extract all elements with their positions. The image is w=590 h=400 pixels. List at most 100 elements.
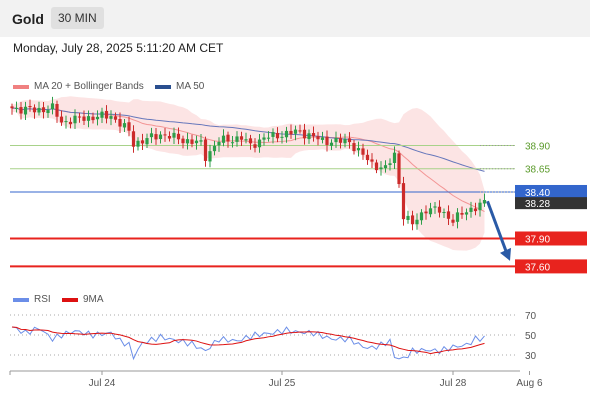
instrument-title: Gold: [12, 11, 44, 27]
candle-body: [140, 140, 145, 144]
candle-body: [46, 110, 50, 114]
candle-body: [289, 130, 293, 135]
candle-body: [181, 138, 185, 144]
candle-body: [433, 206, 437, 208]
candle-body: [437, 206, 442, 213]
candle-body: [199, 140, 203, 142]
candle-body: [473, 208, 478, 212]
level-tag-37-60: [515, 259, 587, 274]
last-price-tag: [515, 197, 587, 210]
candle-body: [356, 148, 361, 151]
ma50-legend-label: MA 50: [176, 81, 205, 92]
candle-body: [208, 151, 212, 162]
candle-body: [185, 139, 190, 144]
level-label-38-90: 38.90: [525, 141, 550, 152]
last-price-label: 38.28: [525, 199, 550, 210]
candle-body: [464, 212, 469, 215]
rsi-tick-label: 70: [525, 311, 537, 322]
ma20-swatch: [13, 84, 29, 89]
candle-body: [122, 123, 127, 128]
candle-body: [383, 165, 388, 169]
candle-body: [59, 116, 64, 123]
candle-body: [194, 140, 199, 144]
candle-body: [307, 133, 311, 140]
candle-body: [455, 212, 460, 222]
x-tick-label: Jul 28: [440, 378, 467, 389]
candle-body: [14, 107, 19, 109]
candle-body: [298, 130, 302, 132]
level-tag-37-90: [515, 231, 587, 246]
candle-body: [311, 133, 316, 137]
candle-body: [316, 136, 320, 140]
candle-body: [149, 133, 154, 138]
candle-body: [109, 116, 113, 119]
candle-body: [442, 212, 446, 214]
x-tick-label: Jul 24: [89, 378, 116, 389]
candle-body: [190, 139, 194, 144]
candle-body: [419, 212, 424, 221]
datetime-label: Monday, July 28, 2025 5:11:20 AM CET: [13, 41, 224, 55]
candle-body: [104, 110, 109, 119]
candle-body: [64, 121, 68, 123]
candle-body: [379, 167, 383, 170]
rsi-tick-label: 30: [525, 351, 537, 362]
candle-body: [410, 215, 415, 225]
bollinger-band: [12, 96, 485, 251]
candle-body: [334, 138, 338, 143]
candle-body: [325, 136, 329, 145]
candle-body: [131, 131, 136, 147]
candle-body: [113, 116, 118, 120]
candle-body: [82, 116, 86, 121]
header-bar: Gold 30 MIN: [0, 0, 590, 37]
x-tick-label: Jul 25: [269, 378, 296, 389]
candle-body: [392, 152, 397, 163]
candle-body: [10, 106, 14, 109]
candle-body: [50, 103, 55, 110]
candle-body: [91, 116, 95, 121]
rsi-line: [11, 326, 485, 361]
candle-body: [217, 141, 221, 146]
level-label-38-65: 38.65: [525, 165, 550, 176]
candle-body: [293, 129, 298, 134]
candle-body: [86, 116, 91, 121]
candle-body: [329, 142, 334, 146]
rsi-swatch: [13, 297, 29, 302]
level-tag-38-40: [515, 184, 587, 199]
level-label-37-60: 37.60: [525, 262, 550, 273]
candle-body: [28, 106, 32, 108]
candle-body: [41, 107, 46, 113]
candle-body: [158, 134, 163, 140]
forecast-arrow-shaft: [486, 200, 509, 255]
candle-body: [167, 135, 172, 139]
x-tick-label: Aug 6: [516, 378, 543, 389]
candle-body: [320, 137, 325, 140]
legend-ma20: MA 20 + Bollinger Bands: [13, 81, 144, 92]
candle-body: [365, 154, 370, 161]
candle-body: [338, 138, 343, 143]
candle-body: [361, 148, 365, 155]
candle-body: [343, 139, 347, 144]
candle-body: [469, 207, 473, 212]
level-label-37-90: 37.90: [525, 234, 550, 245]
candle-body: [212, 145, 217, 152]
legend-rsi: RSI: [13, 294, 51, 305]
ma9-swatch: [62, 297, 78, 302]
forecast-arrow-head: [500, 247, 511, 261]
candle-body: [248, 138, 253, 144]
candle-body: [302, 129, 307, 139]
candle-body: [482, 200, 487, 204]
candle-body: [352, 143, 356, 152]
legend-ma9: 9MA: [62, 294, 104, 305]
timeframe-badge[interactable]: 30 MIN: [51, 7, 104, 29]
candle-body: [127, 122, 131, 131]
candle-body: [451, 219, 455, 223]
candle-body: [23, 106, 28, 115]
candle-body: [226, 134, 230, 142]
candle-body: [424, 211, 428, 214]
candle-body: [73, 115, 77, 124]
candle-body: [244, 139, 248, 141]
candle-body: [176, 133, 181, 140]
rsi-tick-label: 50: [525, 331, 537, 342]
candle-body: [370, 159, 374, 162]
